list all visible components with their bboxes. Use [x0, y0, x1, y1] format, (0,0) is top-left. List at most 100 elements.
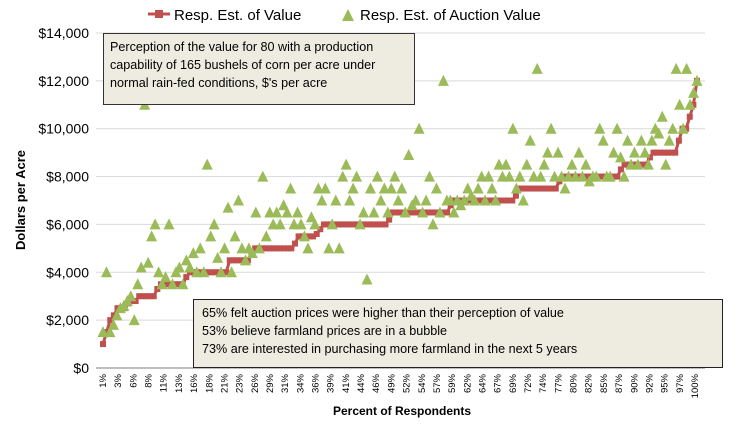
y-tick-label: $2,000 [46, 312, 89, 328]
y-tick-label: $14,000 [38, 25, 89, 41]
auction-value-point [553, 147, 564, 158]
x-tick-label: 21% [219, 373, 230, 393]
x-tick-label: 85% [599, 373, 610, 393]
auction-value-point [358, 206, 369, 217]
x-tick-label: 8% [144, 373, 155, 387]
x-axis-ticks: 1% 3% 6% 8% 11% 13% 16% 18% 21% 23% 26% 29% 31% 34% 36… [98, 373, 701, 398]
legend-auction-marker [342, 9, 354, 21]
auction-value-point [285, 183, 296, 194]
auction-value-point [487, 183, 498, 194]
auction-value-point [344, 195, 355, 206]
value-point [292, 241, 298, 247]
x-tick-label: 49% [386, 373, 397, 393]
auction-value-point [403, 149, 414, 160]
auction-value-point [629, 147, 640, 158]
auction-value-point [431, 183, 442, 194]
auction-value-point [410, 195, 421, 206]
x-tick-label: 1% [98, 373, 109, 387]
x-tick-label: 18% [204, 373, 215, 393]
y-axis-ticks: $0 $2,000 $4,000 $6,000 $8,000 $10,000 $12,000… [38, 25, 89, 376]
x-tick-label: 23% [235, 373, 246, 393]
auction-value-point [671, 63, 682, 74]
value-point [672, 150, 678, 156]
y-tick-label: $8,000 [46, 169, 89, 185]
auction-value-point [320, 183, 331, 194]
auction-value-point [212, 252, 223, 263]
value-point [444, 209, 450, 215]
auction-value-point [518, 195, 529, 206]
annotation-perception-text: Perception of the value for 80 with a pr… [110, 38, 408, 92]
x-tick-label: 62% [462, 373, 473, 393]
auction-value-point [542, 147, 553, 158]
auction-value-point [341, 159, 352, 170]
auction-value-point [348, 183, 359, 194]
auction-value-point [598, 135, 609, 146]
x-tick-label: 80% [569, 373, 580, 393]
x-tick-label: 77% [553, 373, 564, 393]
x-tick-label: 92% [644, 373, 655, 393]
x-tick-label: 87% [614, 373, 625, 393]
auction-value-point [323, 242, 334, 253]
x-tick-label: 26% [250, 373, 261, 393]
auction-value-point [636, 135, 647, 146]
x-tick-label: 57% [432, 373, 443, 393]
legend-value-marker [155, 10, 163, 18]
x-tick-label: 29% [265, 373, 276, 393]
auction-value-point [302, 242, 313, 253]
auction-value-point [532, 63, 543, 74]
x-tick-label: 13% [174, 373, 185, 393]
y-tick-label: $10,000 [38, 121, 89, 137]
x-tick-label: 34% [295, 373, 306, 393]
auction-value-point [657, 111, 668, 122]
auction-value-point [368, 206, 379, 217]
auction-value-point [202, 159, 213, 170]
y-tick-label: $6,000 [46, 216, 89, 232]
x-tick-label: 52% [402, 373, 413, 393]
x-tick-label: 3% [113, 373, 124, 387]
auction-value-point [146, 230, 157, 241]
auction-value-point [223, 202, 234, 213]
auction-value-point [580, 159, 591, 170]
auction-value-point [566, 159, 577, 170]
auction-value-point [334, 242, 345, 253]
value-point [687, 114, 693, 120]
x-tick-label: 69% [508, 373, 519, 393]
auction-value-point [250, 206, 261, 217]
value-point [614, 174, 620, 180]
x-tick-label: 16% [189, 373, 200, 393]
value-point [100, 341, 106, 347]
auction-value-point [316, 195, 327, 206]
x-axis-label: Percent of Respondents [333, 404, 471, 418]
legend-value-label: Resp. Est. of Value [174, 7, 301, 24]
annotation-purchase-intent: 73% are interested in purchasing more fa… [202, 340, 714, 358]
auction-value-point [573, 147, 584, 158]
auction-value-point [205, 230, 216, 241]
auction-value-point [362, 273, 373, 284]
annotation-bubble: 53% believe farmland prices are in a bub… [202, 322, 714, 340]
x-tick-label: 59% [447, 373, 458, 393]
chart-annotation-perception: Perception of the value for 80 with a pr… [103, 33, 415, 105]
auction-value-point [375, 195, 386, 206]
auction-value-point [674, 99, 685, 110]
legend: Resp. Est. of Value Resp. Est. of Auctio… [148, 7, 541, 24]
legend-auction-label: Resp. Est. of Auction Value [360, 7, 541, 24]
auction-value-point [143, 257, 154, 268]
auction-value-point [292, 206, 303, 217]
annotation-auction-higher: 65% felt auction prices were higher than… [202, 304, 714, 322]
value-point [386, 217, 392, 223]
auction-value-point [681, 63, 692, 74]
x-tick-label: 100% [690, 373, 701, 398]
y-tick-label: $4,000 [46, 264, 89, 280]
x-tick-label: 64% [477, 373, 488, 393]
value-point [513, 193, 519, 199]
auction-value-point [219, 242, 230, 253]
auction-value-point [132, 278, 143, 289]
value-point [151, 293, 157, 299]
x-tick-label: 82% [584, 373, 595, 393]
auction-value-point [230, 230, 241, 241]
x-tick-label: 6% [128, 373, 139, 387]
auction-value-point [330, 195, 341, 206]
x-tick-label: 41% [341, 373, 352, 393]
y-tick-label: $12,000 [38, 73, 89, 89]
auction-value-point [525, 135, 536, 146]
